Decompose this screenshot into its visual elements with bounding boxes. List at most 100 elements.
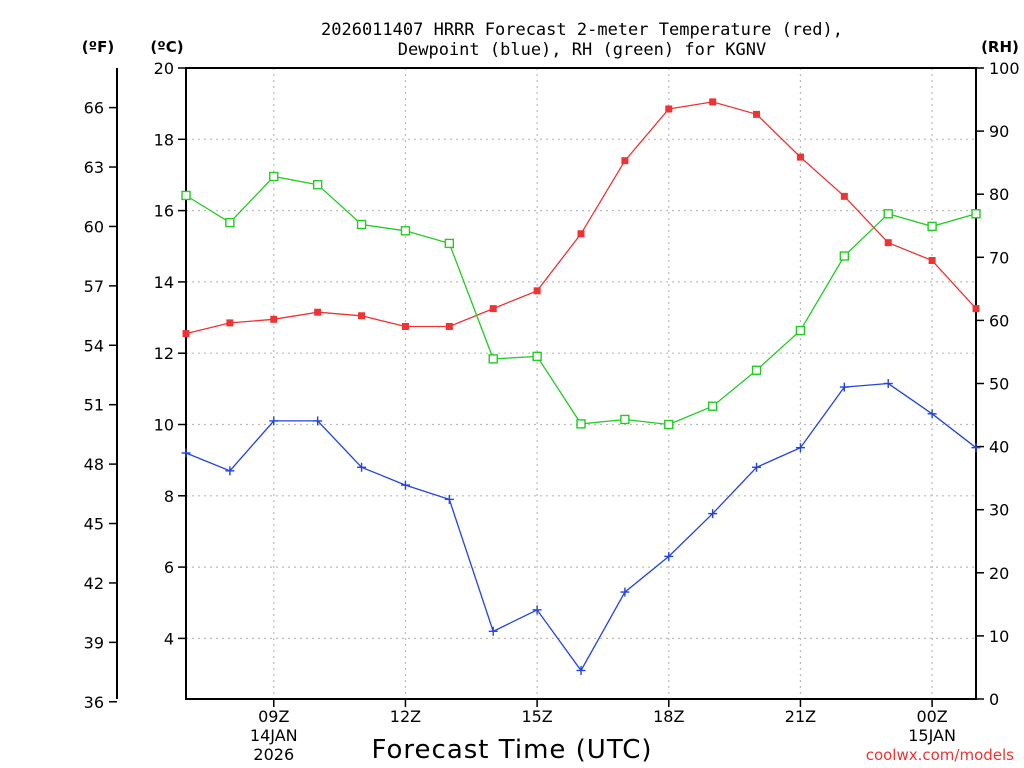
rh-point <box>225 217 235 228</box>
rh-point <box>795 325 806 336</box>
rh-point <box>620 414 630 425</box>
rh-tick-label: 20 <box>989 564 1009 583</box>
temperature-series-line <box>185 101 977 335</box>
rh-tick-label: 10 <box>989 627 1009 646</box>
series-layer <box>181 98 981 675</box>
rh-point <box>576 419 586 429</box>
temperature-point <box>796 153 804 161</box>
celsius-tick-label: 8 <box>164 487 174 506</box>
rh-point <box>356 219 367 230</box>
fahrenheit-tick-label: 54 <box>84 336 104 355</box>
chart-title-line2: Dewpoint (blue), RH (green) for KGNV <box>398 40 766 60</box>
rh-point <box>751 365 762 375</box>
x-axis-label: Forecast Time (UTC) <box>371 735 652 765</box>
axes: 4 6 8 10 12 14 16 18 20 36 39 42 45 48 51 54 57 60 63 66 0 10… <box>84 59 1020 764</box>
temperature-point <box>314 308 322 316</box>
temperature-point <box>840 192 848 200</box>
dewpoint-point <box>488 626 498 636</box>
rh-tick-label: 70 <box>989 248 1009 267</box>
dewpoint-point <box>620 587 630 597</box>
dewpoint-point <box>883 379 893 388</box>
x-tick-label: 12Z <box>390 707 421 726</box>
temperature-point <box>182 330 190 338</box>
fahrenheit-unit-label: (ºF) <box>82 38 114 56</box>
rh-point <box>707 401 718 411</box>
dewpoint-point <box>181 448 191 458</box>
fahrenheit-tick-label: 36 <box>84 693 104 712</box>
temperature-point <box>665 105 673 113</box>
rh-point <box>488 354 498 364</box>
dewpoint-point <box>752 462 762 472</box>
temperature-point <box>358 312 366 320</box>
fahrenheit-tick-label: 42 <box>84 574 104 593</box>
rh-point <box>883 209 893 219</box>
fahrenheit-tick-label: 66 <box>84 99 104 118</box>
celsius-tick-label: 6 <box>164 558 174 577</box>
fahrenheit-tick-label: 63 <box>84 158 104 177</box>
temperature-point <box>709 98 717 106</box>
rh-point <box>181 190 191 201</box>
x-tick-label: 15Z <box>521 707 552 726</box>
rh-series-line <box>185 175 977 426</box>
fahrenheit-tick-label: 48 <box>84 455 104 474</box>
dewpoint-point <box>839 382 849 392</box>
x-tick-label: 09Z <box>258 707 289 726</box>
celsius-tick-label: 20 <box>154 59 174 78</box>
x-tick-date-label: 14JAN <box>250 726 298 745</box>
rh-point <box>312 180 323 190</box>
rh-tick-label: 40 <box>989 438 1009 457</box>
dewpoint-point <box>664 551 674 561</box>
dewpoint-point <box>313 416 323 426</box>
plot-frame <box>185 67 977 700</box>
fahrenheit-tick-label: 57 <box>84 277 104 296</box>
rh-point <box>400 226 411 236</box>
rh-point <box>664 419 674 430</box>
dewpoint-point <box>532 605 542 615</box>
dewpoint-point <box>225 466 235 476</box>
rh-tick-label: 0 <box>989 690 999 709</box>
celsius-tick-label: 12 <box>154 344 174 363</box>
x-tick-label: 00Z <box>916 707 947 726</box>
temperature-point <box>489 305 497 313</box>
dewpoint-point <box>576 665 586 675</box>
rh-tick-label: 90 <box>989 122 1009 141</box>
temperature-point <box>226 319 234 327</box>
rh-point <box>839 251 850 261</box>
dewpoint-point <box>795 443 805 453</box>
celsius-tick-label: 14 <box>154 273 174 292</box>
temperature-point <box>401 322 409 330</box>
dewpoint-point <box>444 494 454 504</box>
x-tick-date-label: 15JAN <box>908 726 956 745</box>
dewpoint-point <box>269 416 279 426</box>
chart-title-line1: 2026011407 HRRR Forecast 2-meter Tempera… <box>321 20 843 40</box>
celsius-tick-label: 10 <box>154 415 174 434</box>
x-tick-label: 18Z <box>653 707 684 726</box>
rh-point <box>971 209 981 219</box>
rh-tick-label: 30 <box>989 501 1009 520</box>
celsius-tick-label: 18 <box>154 130 174 149</box>
temperature-point <box>270 315 278 323</box>
rh-tick-label: 50 <box>989 375 1009 394</box>
temperature-point <box>972 305 980 313</box>
grid-lines <box>186 68 976 699</box>
temperature-point <box>753 110 761 118</box>
rh-tick-label: 100 <box>989 59 1020 78</box>
fahrenheit-tick-label: 60 <box>84 217 104 236</box>
rh-unit-label: (RH) <box>981 38 1019 56</box>
credit-text[interactable]: coolwx.com/models <box>866 746 1014 764</box>
rh-point <box>444 238 455 249</box>
fahrenheit-tick-label: 45 <box>84 515 104 534</box>
rh-tick-label: 80 <box>989 185 1009 204</box>
fahrenheit-tick-label: 39 <box>84 633 104 652</box>
rh-point <box>269 171 279 182</box>
x-tick-year-label: 2026 <box>253 745 294 764</box>
dewpoint-point <box>927 409 937 419</box>
fahrenheit-tick-label: 51 <box>84 396 104 415</box>
temperature-point <box>884 239 892 247</box>
celsius-tick-label: 16 <box>154 202 174 221</box>
temperature-point <box>533 287 541 295</box>
temperature-point <box>621 157 629 165</box>
rh-point <box>927 221 937 232</box>
dewpoint-point <box>971 443 981 453</box>
